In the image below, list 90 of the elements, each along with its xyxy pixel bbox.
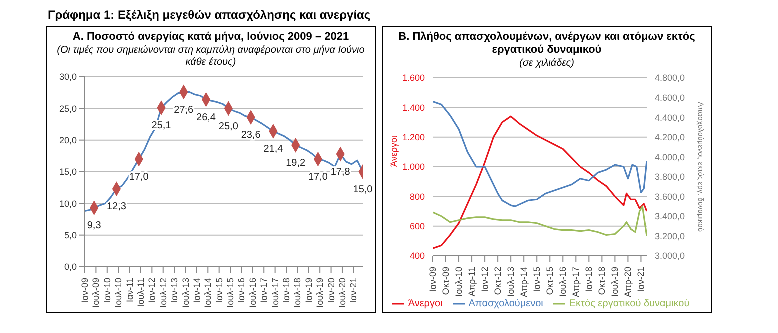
x-tick-label: Ιουλ-15 xyxy=(226,278,236,308)
x-tick-label: Οκτ-18 xyxy=(597,267,608,296)
x-tick-label: Ιαν-12 xyxy=(147,278,158,304)
x-tick-label: Ιουλ-16 xyxy=(248,278,258,308)
line-series xyxy=(433,116,647,250)
y-tick-label: 0,0 xyxy=(64,262,77,272)
y2-tick-label: 3.000,0 xyxy=(655,251,686,262)
x-tick-label: Ιαν-21 xyxy=(348,278,359,304)
x-tick-label: Ιουλ-10 xyxy=(454,267,464,297)
data-label: 25,0 xyxy=(218,121,239,132)
line-series xyxy=(433,100,647,208)
x-tick-label: Οκτ-09 xyxy=(441,267,452,296)
data-label: 17,8 xyxy=(330,166,351,178)
x-tick-label: Ιαν-20 xyxy=(326,278,336,304)
x-tick-label: Ιαν-09 xyxy=(80,278,90,304)
x-tick-label: Ιουλ-13 xyxy=(180,278,191,308)
y-tick-label: 1.400 xyxy=(402,102,425,113)
data-label: 21,4 xyxy=(264,144,284,156)
legend-label: Άνεργοι xyxy=(408,298,443,310)
y2-tick-label: 4.200,0 xyxy=(655,132,686,143)
data-label: 23,6 xyxy=(241,130,262,142)
legend-label: Εκτός εργατικού δυναμικού xyxy=(569,298,690,310)
x-tick-label: Ιαν-19 xyxy=(304,278,314,304)
chart-title: Β. Πλήθος απασχολουμένων, ανέργων και ατόμων εκτός εργατικού δυναμικού xyxy=(398,31,696,57)
legend-label: Απασχολούμενοι xyxy=(468,298,544,310)
x-tick-label: Ιαν-21 xyxy=(636,267,646,292)
x-tick-label: Ιαν-10 xyxy=(102,278,112,304)
y2-tick-label: 4.800,0 xyxy=(655,73,686,84)
y-tick-label: 15,0 xyxy=(59,167,77,178)
x-tick-label: Απρ-20 xyxy=(623,267,634,298)
x-tick-label: Ιαν-17 xyxy=(259,278,270,304)
x-tick-label: Ιαν-18 xyxy=(584,267,594,292)
x-tick-label: Ιουλ-10 xyxy=(114,278,124,308)
x-tick-label: Ιουλ-13 xyxy=(506,267,516,297)
y-tick-label: 400 xyxy=(410,251,425,262)
x-tick-label: Ιαν-11 xyxy=(124,278,135,303)
x-tick-label: Ιαν-18 xyxy=(282,278,292,304)
chart-subtitle: (Οι τιμές που σημειώνονται στη καμπύλη αναφέρονται στο μήνα Ιούνιο κάθε έτους) xyxy=(56,45,366,69)
y2-tick-label: 3.400,0 xyxy=(655,212,686,222)
y-tick-label: 30,0 xyxy=(59,72,77,82)
y2-tick-label: 3.600,0 xyxy=(655,192,686,202)
x-tick-label: Ιουλ-12 xyxy=(158,278,168,308)
data-label: 19,2 xyxy=(286,158,306,170)
data-label: 9,3 xyxy=(87,220,102,232)
line-series xyxy=(433,206,647,238)
x-tick-label: Ιουλ-20 xyxy=(337,278,348,308)
x-tick-label: Απρ-14 xyxy=(519,267,530,298)
x-tick-label: Ιουλ-14 xyxy=(203,278,214,308)
data-label: 12,3 xyxy=(106,202,127,213)
data-label: 17,0 xyxy=(129,172,150,183)
chart-subtitle: (σε χιλιάδες) xyxy=(518,58,576,70)
x-tick-label: Απρ-17 xyxy=(571,267,582,298)
text: Γράφημα 1: Εξέλιξη μεγεθών απασχόλησης και ανεργίας xyxy=(48,8,372,22)
chart-title: Α. Ποσοστό ανεργίας κατά μήνα, Ιούνιος 2009 – 2021 xyxy=(72,31,350,44)
y-tick-label: 1.000 xyxy=(402,162,425,172)
y-tick-label: 5,0 xyxy=(64,230,77,241)
y2-tick-label: 3.800,0 xyxy=(655,172,686,182)
x-tick-label: Ιουλ-19 xyxy=(610,267,620,297)
y2-tick-label: 4.000,0 xyxy=(655,152,686,162)
x-tick-label: Απρ-11 xyxy=(467,267,478,297)
x-tick-label: Ιαν-12 xyxy=(480,267,490,292)
y-tick-label: 20,0 xyxy=(59,136,77,146)
x-tick-label: Οκτ-12 xyxy=(493,267,504,296)
y2-tick-label: 4.400,0 xyxy=(655,112,686,123)
x-tick-label: Ιαν-15 xyxy=(532,267,542,292)
y2-tick-label: 3.200,0 xyxy=(655,231,686,242)
y-tick-label: 600 xyxy=(410,222,425,232)
x-tick-label: Ιαν-14 xyxy=(192,278,202,304)
y-tick-label: 1.200 xyxy=(402,132,425,143)
x-tick-label: Ιαν-15 xyxy=(214,278,224,304)
y-tick-label: 25,0 xyxy=(59,104,77,114)
y-axis-title: Άνεργοι xyxy=(389,136,400,167)
y-tick-label: 10,0 xyxy=(59,198,77,209)
x-tick-label: Ιουλ-16 xyxy=(558,267,568,297)
x-tick-label: Ιαν-16 xyxy=(236,278,247,304)
x-tick-label: Ιουλ-17 xyxy=(270,278,280,308)
x-tick-label: Οκτ-15 xyxy=(545,267,556,296)
x-tick-label: Ιουλ-09 xyxy=(91,278,102,308)
x-tick-label: Ιουλ-19 xyxy=(315,278,326,308)
y-tick-label: 1.600 xyxy=(402,73,425,84)
x-tick-label: Ιουλ-18 xyxy=(292,278,303,308)
y-tick-label: 800 xyxy=(410,192,425,202)
x-tick-label: Ιουλ-11 xyxy=(136,278,146,308)
data-label: 15,0 xyxy=(353,184,374,196)
data-label: 27,6 xyxy=(174,104,194,116)
y2-tick-label: 4.600,0 xyxy=(655,92,686,103)
data-label: 17,0 xyxy=(308,172,328,183)
x-tick-label: Ιαν-09 xyxy=(428,267,438,292)
x-tick-label: Ιαν-13 xyxy=(170,278,180,304)
data-label: 26,4 xyxy=(196,112,216,124)
